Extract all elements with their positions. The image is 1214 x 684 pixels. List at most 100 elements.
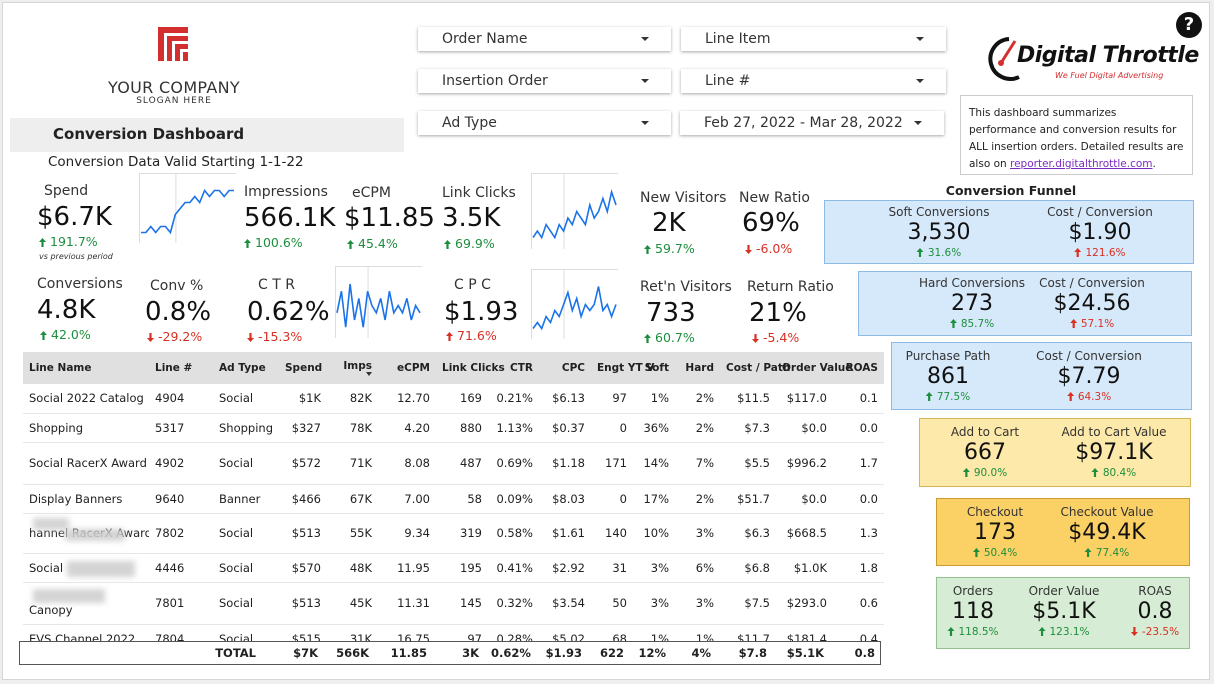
company-name: YOUR COMPANY: [108, 78, 240, 97]
trend-arrow: [947, 627, 955, 636]
column-header[interactable]: ROAS: [833, 352, 884, 384]
column-header[interactable]: Line #: [149, 352, 213, 384]
change: -23.5%: [1130, 625, 1179, 639]
filter-dropdown[interactable]: Ad Type: [418, 111, 671, 135]
total-cell: $5.1K: [786, 646, 825, 660]
title-bar: [10, 118, 404, 152]
total-cell: 622: [600, 646, 625, 660]
table-cell: 0.0: [833, 484, 884, 514]
arrow-shape: [446, 332, 453, 341]
table-cell: 7.00: [378, 484, 436, 514]
filter-dropdown[interactable]: Line Item: [681, 27, 946, 51]
arrow-shape: [949, 319, 957, 328]
table-cell: EVS Channel 2022: [23, 624, 149, 641]
change-value: -15.3%: [258, 329, 303, 344]
table-cell: 0.09%: [488, 484, 539, 514]
kpi-value: 0.8%: [145, 297, 212, 327]
table-cell: 0.6: [833, 582, 884, 625]
table-cell: 97: [591, 384, 633, 414]
table-cell: 7%: [675, 442, 720, 485]
table-cell: Social: [213, 553, 279, 583]
line-table: Line Name Line # Ad Type Spend Imps eCPM Link …: [23, 352, 884, 641]
column-header[interactable]: Cost / Path: [720, 352, 790, 384]
funnel-metric: Checkout Value $49.4K 77.4%: [1061, 504, 1154, 560]
table-cell: 880: [436, 413, 488, 443]
column-header[interactable]: Imps: [327, 352, 378, 384]
table-cell: Social: [213, 442, 279, 485]
table-cell: 5317: [149, 413, 213, 443]
table-cell: $0.37: [539, 413, 591, 443]
table-cell: 97: [436, 624, 488, 641]
change: 59.7%: [644, 241, 695, 256]
table-cell: $0.0: [776, 413, 833, 443]
table-cell: 1.13%: [488, 413, 539, 443]
trend-arrow: [949, 319, 957, 328]
kpi-value: $11.85: [344, 203, 435, 233]
total-cell: 12%: [638, 646, 667, 660]
column-header[interactable]: Line Name: [23, 352, 149, 384]
table-cell: 4.20: [378, 413, 436, 443]
column-header[interactable]: CTR: [488, 352, 539, 384]
metric-value: 0.8: [1137, 599, 1173, 624]
total-cell: $7K: [293, 646, 319, 660]
trend-arrow: [1091, 468, 1099, 477]
table-cell: 50: [591, 582, 633, 625]
help-button[interactable]: ?: [1176, 12, 1202, 38]
table-cell: 2%: [675, 484, 720, 514]
filter-dropdown[interactable]: Feb 27, 2022 - Mar 28, 2022: [680, 111, 944, 135]
table-cell: 169: [436, 384, 488, 414]
funnel-card: Hard Conversions 273 85.7% Cost / Conversio…: [858, 271, 1192, 336]
total-table: TOTAL $7K 566K 11.85 3K 0.62% $1.93 622 12% 4% $7.…: [20, 642, 881, 664]
metric-label: Soft Conversions: [888, 205, 990, 219]
filter-dropdown[interactable]: Insertion Order: [418, 69, 671, 93]
column-header[interactable]: Spend: [279, 352, 327, 384]
kpi-value: 566.1K: [244, 203, 336, 233]
trend-arrow: [247, 333, 254, 342]
table-cell: 4446: [149, 553, 213, 583]
column-header[interactable]: Link Clicks: [436, 352, 505, 384]
total-label: TOTAL: [215, 646, 257, 660]
table-cell: $293.0: [776, 582, 833, 625]
table-cell: $51.7: [720, 484, 776, 514]
kpi-value: 69%: [742, 208, 800, 238]
table-cell: Shopping: [23, 413, 149, 443]
arrow-shape: [1091, 468, 1099, 477]
header-row: Line Name Line # Ad Type Spend Imps eCPM Link …: [23, 352, 884, 384]
table-cell: Social: [213, 582, 279, 625]
arrow-shape: [644, 245, 651, 254]
table-row: Display Banners 9640 Banner $466 67K 7.00 58 0.…: [23, 484, 884, 514]
column-header[interactable]: CPC: [539, 352, 591, 384]
table-cell: 36%: [633, 413, 675, 443]
metric-label: ROAS: [1138, 584, 1172, 598]
info-link[interactable]: reporter.digitalthrottle.com: [1010, 158, 1153, 170]
column-header[interactable]: Soft: [633, 352, 675, 384]
table-cell: $1K: [279, 384, 327, 414]
column-header[interactable]: Engt YT V: [591, 352, 654, 384]
column-header[interactable]: Hard: [675, 352, 720, 384]
kpi-label: New Ratio: [739, 190, 810, 206]
change-value: 90.0%: [973, 467, 1008, 479]
funnel-card: Soft Conversions 3,530 31.6% Cost / Convers…: [824, 200, 1194, 264]
filter-dropdown[interactable]: Order Name: [418, 27, 671, 51]
column-header[interactable]: eCPM: [378, 352, 436, 384]
change: 45.4%: [347, 236, 398, 251]
filter-dropdown[interactable]: Line #: [681, 69, 946, 93]
table-cell: 14%: [633, 442, 675, 485]
table-cell: $11.5: [720, 384, 776, 414]
table-row: hannel RacerX Award7802Social$51355K9.34…: [23, 513, 884, 554]
table-cell: Social: [23, 553, 149, 583]
column-header[interactable]: Order Value: [776, 352, 852, 384]
table-cell: 3%: [675, 582, 720, 625]
table-row: Canopy 7801 Social $513 45K 11.31 145 0.32% $3.5…: [23, 582, 884, 625]
company-logo: [158, 27, 188, 61]
filter-label: Line #: [705, 73, 751, 89]
table-cell: 171: [591, 442, 633, 485]
table-cell: $668.5: [776, 513, 833, 554]
column-header[interactable]: Ad Type: [213, 352, 279, 384]
total-cell: $1.93: [545, 646, 583, 660]
table-cell: 17%: [633, 484, 675, 514]
redaction: [65, 529, 125, 541]
total-row-box: TOTAL $7K 566K 11.85 3K 0.62% $1.93 622 12% 4% $7.…: [19, 641, 881, 665]
table-cell: 145: [436, 582, 488, 625]
table-cell: Social RacerX Award: [23, 442, 149, 485]
